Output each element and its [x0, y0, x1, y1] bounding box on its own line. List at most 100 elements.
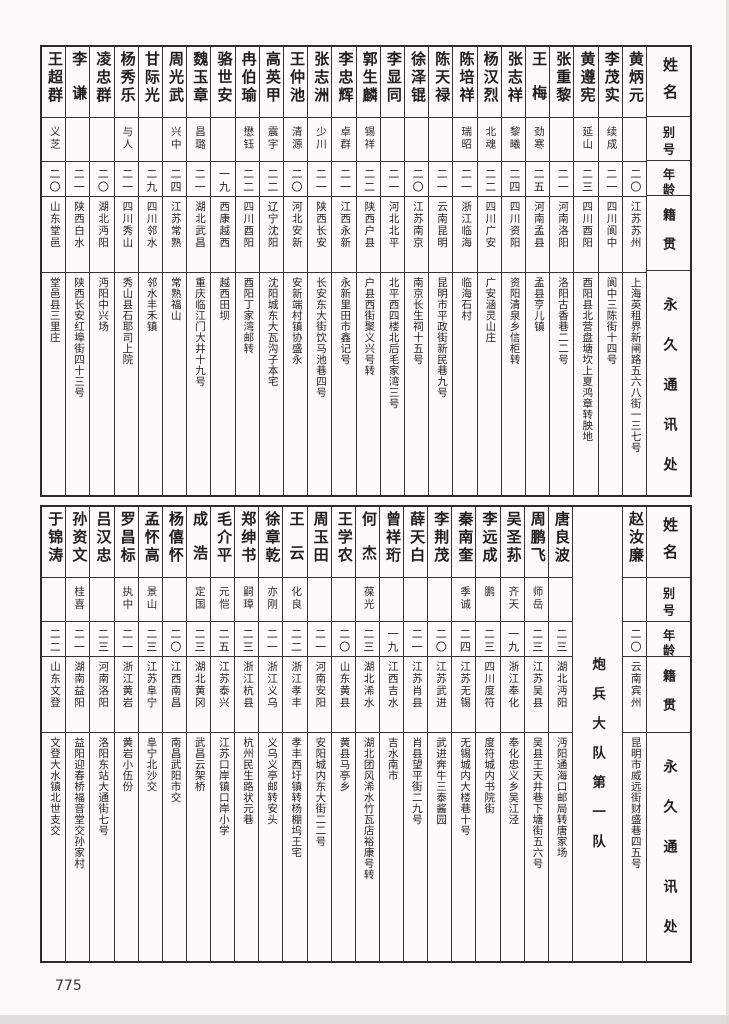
- native-place-cell-text: 江苏苏州: [629, 201, 641, 249]
- address-cell: 重庆临江门大井十九号: [187, 272, 211, 495]
- age-cell: 二四: [501, 161, 525, 196]
- age-cell: 二五: [525, 161, 550, 196]
- name-cell-text: 黄炳元: [626, 51, 643, 105]
- age-cell: 二三: [186, 621, 210, 656]
- native-place-cell: 河南洛阳: [90, 656, 114, 732]
- native-place-cell: 浙江杭县: [235, 656, 259, 732]
- native-place-cell: 湖北沔阳: [548, 656, 572, 732]
- native-place-cell-text: 湖北浠水: [362, 661, 374, 709]
- age-cell-text: 二五: [217, 628, 230, 654]
- native-place-cell-text: 河南洛阳: [557, 201, 569, 249]
- age-cell-text: 二〇: [628, 168, 641, 194]
- native-place-cell: 云南宾州: [622, 656, 646, 732]
- address-cell-text: 武昌云架桥: [193, 737, 205, 792]
- name-cell-text: 黄遵宪: [578, 51, 595, 105]
- age-cell: 二〇: [41, 161, 66, 196]
- name-cell-text: 王超群: [46, 51, 63, 105]
- native-place-cell: 浙江黄岩: [114, 656, 138, 732]
- native-place-cell-text: 江西吉水: [386, 661, 398, 709]
- native-place-cell: 江苏武进: [428, 656, 452, 732]
- person-column: 杨秀乐 与人 二一 四川秀山 秀山县石耶司上院: [113, 47, 138, 495]
- name-cell-text: 王仲池: [288, 51, 305, 105]
- native-place-cell-text: 江苏常熟: [169, 201, 181, 249]
- name-cell: 吕汉忠: [90, 507, 113, 577]
- age-cell-text: 二一: [410, 628, 423, 654]
- age-cell: 二三: [524, 621, 548, 656]
- address-cell-text: 吉水南市: [386, 737, 398, 781]
- person-column: 周光武 兴中 二四 江苏常熟 常熟福山: [161, 47, 187, 495]
- address-cell-text: 南昌武阳市交: [169, 737, 181, 803]
- name-cell-text: 徐章乾: [263, 511, 280, 565]
- alias-cell: 师岳: [524, 577, 548, 621]
- name-cell: 徐章乾: [259, 507, 282, 577]
- address-cell-text: 常熟福山: [169, 277, 181, 321]
- native-place-cell: 山东堂邑: [41, 196, 66, 272]
- alias-cell: [404, 117, 429, 161]
- person-column: 周鹏飞 师岳 二三 江苏吴县 吴县王天井巷下塘街五六号: [523, 507, 548, 961]
- scan-edge-right: [726, 0, 729, 1024]
- address-cell-text: 北平西四楼北后毛家湾三号: [387, 277, 399, 409]
- name-cell: 冉伯瑜: [236, 47, 259, 117]
- native-place-cell-text: 湖北沔阳: [97, 201, 109, 249]
- person-column: 徐章乾 亦刚 二一 浙江义乌 义乌义亭邮转安头: [258, 507, 283, 961]
- alias-cell-text: 义芝: [48, 126, 60, 151]
- address-cell: 度符城内书院街: [476, 732, 500, 961]
- alias-cell-text: 亦刚: [266, 586, 278, 611]
- age-cell-text: 二一: [435, 168, 448, 194]
- age-cell-text: 二三: [482, 628, 495, 654]
- column-header-label: 籍贯: [661, 669, 676, 727]
- age-cell-text: 二〇: [434, 628, 447, 654]
- native-place-cell: 四川度符: [476, 656, 500, 732]
- address-cell: 奉化忠义乡吴江泾: [500, 732, 524, 961]
- alias-cell-text: 少川: [315, 126, 326, 151]
- age-cell-text: 二五: [532, 168, 545, 194]
- address-cell: 沔阳通海口邮局转唐家场: [548, 732, 572, 961]
- age-cell: 二〇: [428, 621, 452, 656]
- age-cell: 二四: [452, 621, 476, 656]
- person-column: 陈培祥 瑞昭 二一 浙江临海 临海石村: [452, 47, 477, 495]
- address-cell-text: 江苏口岸镇口岸小学: [217, 737, 229, 836]
- person-column: 陈天禄 二一 云南昆明 昆明市平政街新民巷九号: [428, 47, 453, 495]
- age-cell-text: 二三: [554, 628, 567, 654]
- alias-cell-text: 景山: [145, 586, 157, 611]
- alias-cell: 齐天: [500, 577, 524, 621]
- age-cell: 二一: [66, 621, 90, 656]
- age-cell: 二一: [429, 161, 453, 196]
- name-cell-text: 陈培祥: [457, 51, 474, 105]
- native-place-cell: 湖北浠水: [355, 656, 379, 732]
- name-cell-text: 李忠辉: [336, 51, 353, 105]
- alias-cell: 卓群: [332, 117, 356, 161]
- native-place-cell: 湖北武昌: [187, 196, 211, 272]
- column-header: 永久通讯处: [647, 270, 690, 495]
- age-cell-text: 二二: [483, 168, 496, 194]
- native-place-cell: 河北北平: [380, 196, 404, 272]
- address-cell-text: 湖北团风浠水竹瓦店裕康号转: [362, 737, 374, 880]
- address-cell: 湖北团风浠水竹瓦店裕康号转: [355, 732, 379, 961]
- name-cell: 秦南奎: [452, 507, 475, 577]
- native-place-cell-text: 山东文登: [48, 661, 60, 709]
- age-cell-text: 二一: [459, 168, 472, 194]
- age-cell-text: 二四: [458, 628, 471, 654]
- native-place-cell: 江西永新: [332, 196, 356, 272]
- native-place-cell-text: 四川酉阳: [581, 201, 593, 249]
- age-cell-text: 二一: [313, 628, 326, 654]
- age-cell-text: 一九: [217, 168, 230, 194]
- alias-cell: 锡祥: [356, 117, 380, 161]
- page-number: 775: [55, 978, 82, 994]
- alias-cell: [379, 577, 403, 621]
- age-cell: 二三: [90, 621, 114, 656]
- name-cell: 张志洲: [308, 47, 331, 117]
- name-cell-text: 罗昌标: [118, 511, 135, 565]
- alias-cell: 续成: [598, 117, 622, 161]
- age-cell: 二一: [114, 161, 138, 196]
- age-cell: 二一: [259, 621, 283, 656]
- address-cell-text: 义乌义亭邮转安头: [266, 737, 278, 825]
- native-place-cell: 山东文登: [42, 656, 66, 732]
- age-cell-text: 一九: [506, 628, 519, 654]
- native-place-cell-text: 江苏无锡: [459, 661, 471, 709]
- address-cell: 上海英租界新闸路五六八街一三七号: [622, 272, 646, 495]
- native-place-cell: 浙江临海: [453, 196, 477, 272]
- alias-cell: 亦刚: [259, 577, 283, 621]
- alias-cell-text: 清源: [290, 126, 302, 151]
- address-cell-text: 杭州民生路状元巷: [241, 737, 253, 825]
